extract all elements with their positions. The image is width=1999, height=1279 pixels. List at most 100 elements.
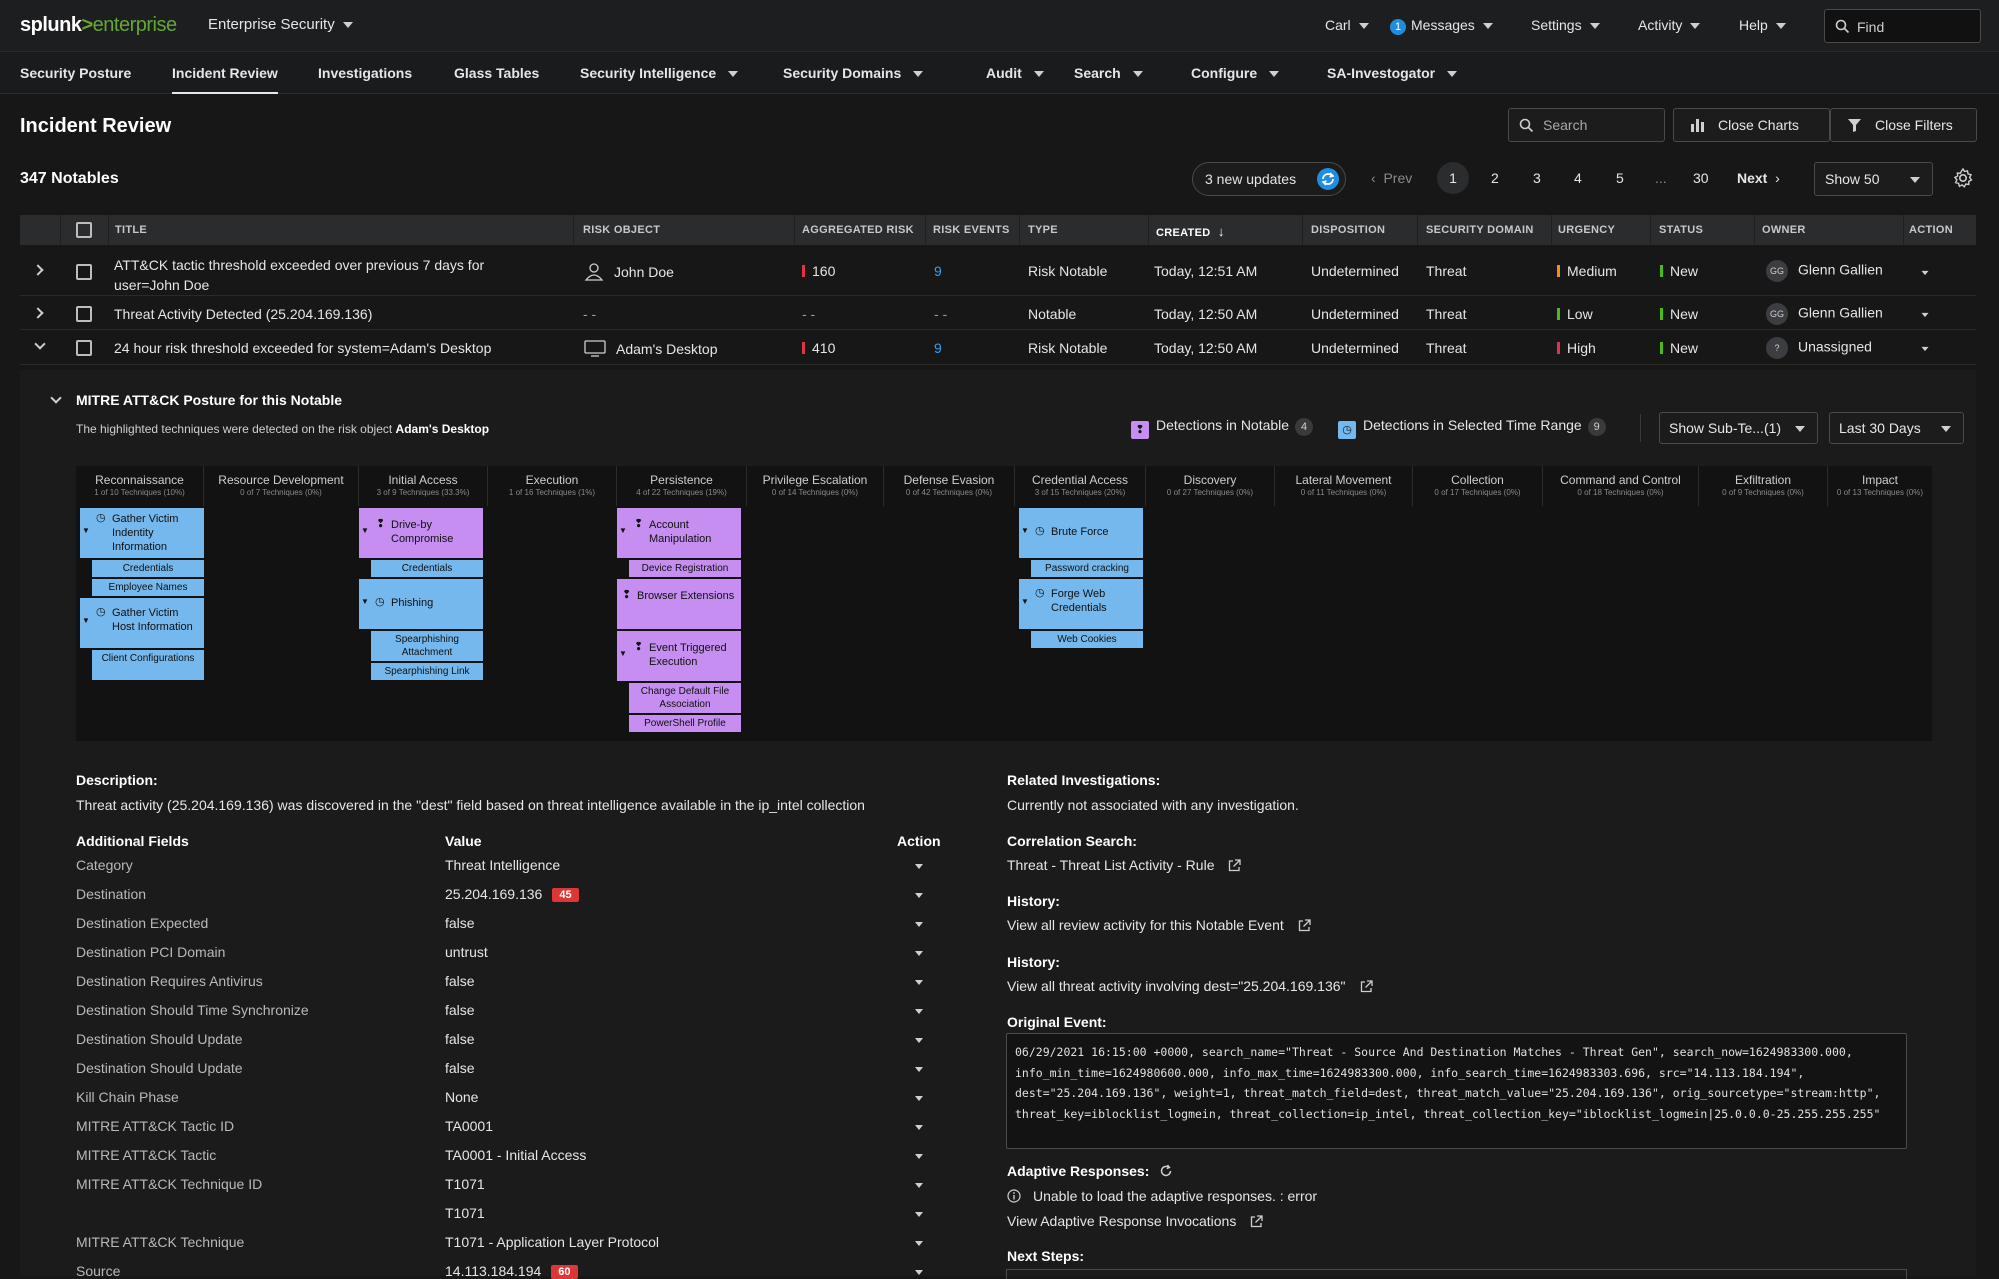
sub-technique[interactable]: PowerShell Profile bbox=[629, 715, 741, 732]
expand-toggle[interactable]: ▼ bbox=[1019, 579, 1031, 629]
row-action-dropdown[interactable] bbox=[1921, 270, 1929, 276]
tactic-persistence[interactable]: Persistence 4 of 22 Techniques (19%) bbox=[617, 466, 747, 506]
col-risk-object[interactable]: RISK OBJECT bbox=[583, 224, 661, 236]
field-action-dropdown[interactable] bbox=[915, 1183, 923, 1188]
col-created[interactable]: CREATED ↓ bbox=[1156, 224, 1225, 239]
find-input[interactable]: Find bbox=[1824, 9, 1981, 43]
row-title[interactable]: Threat Activity Detected (25.204.169.136… bbox=[114, 306, 373, 322]
nav-configure[interactable]: Configure bbox=[1191, 65, 1280, 81]
nav-security-intelligence[interactable]: Security Intelligence bbox=[580, 65, 739, 81]
app-selector[interactable]: Enterprise Security bbox=[208, 16, 353, 33]
tactic-initial-access[interactable]: Initial Access 3 of 9 Techniques (33.3%) bbox=[359, 466, 488, 506]
col-security-domain[interactable]: SECURITY DOMAIN bbox=[1426, 224, 1534, 236]
refresh-icon[interactable] bbox=[1159, 1164, 1173, 1178]
technique-event-triggered-execution[interactable]: ❢ Event Triggered Execution bbox=[629, 631, 741, 681]
field-action-dropdown[interactable] bbox=[915, 1212, 923, 1217]
col-owner[interactable]: OWNER bbox=[1762, 224, 1806, 236]
table-row[interactable]: Threat Activity Detected (25.204.169.136… bbox=[20, 297, 1976, 330]
chevron-right-icon[interactable] bbox=[32, 264, 44, 276]
sub-technique[interactable]: Spearphishing Link bbox=[371, 663, 483, 680]
field-action-dropdown[interactable] bbox=[915, 922, 923, 927]
sub-technique[interactable]: Device Registration bbox=[629, 560, 741, 577]
field-action-dropdown[interactable] bbox=[915, 1154, 923, 1159]
risk-object[interactable]: Adam's Desktop bbox=[584, 340, 718, 357]
pagination-page-30[interactable]: 30 bbox=[1693, 170, 1709, 186]
field-action-dropdown[interactable] bbox=[915, 893, 923, 898]
expand-toggle[interactable]: ▼ bbox=[1019, 508, 1031, 558]
field-action-dropdown[interactable] bbox=[915, 1067, 923, 1072]
new-updates-button[interactable]: 3 new updates bbox=[1192, 162, 1346, 196]
nav-audit[interactable]: Audit bbox=[986, 65, 1044, 81]
row-title[interactable]: 24 hour risk threshold exceeded for syst… bbox=[114, 340, 492, 356]
help-menu[interactable]: Help bbox=[1739, 17, 1786, 33]
sub-technique[interactable]: Credentials bbox=[92, 560, 204, 577]
row-action-dropdown[interactable] bbox=[1921, 312, 1929, 318]
technique-forge-web-credentials[interactable]: ◷ Forge Web Credentials bbox=[1031, 579, 1143, 629]
row-title[interactable]: ATT&CK tactic threshold exceeded over pr… bbox=[114, 257, 485, 293]
tactic-credential-access[interactable]: Credential Access 3 of 15 Techniques (20%… bbox=[1015, 466, 1146, 506]
activity-menu[interactable]: Activity bbox=[1638, 17, 1701, 33]
sub-techniques-dropdown[interactable]: Show Sub-Te...(1) bbox=[1659, 412, 1818, 444]
technique-gather-victim-host[interactable]: ◷ Gather Victim Host Information bbox=[92, 598, 204, 648]
pagination-page-1[interactable]: 1 bbox=[1437, 162, 1469, 194]
col-disposition[interactable]: DISPOSITION bbox=[1311, 224, 1386, 236]
col-type[interactable]: TYPE bbox=[1028, 224, 1058, 236]
technique-brute-force[interactable]: ◷ Brute Force bbox=[1031, 508, 1143, 558]
tactic-collection[interactable]: Collection 0 of 17 Techniques (0%) bbox=[1413, 466, 1543, 506]
pagination-page-4[interactable]: 4 bbox=[1574, 170, 1582, 186]
row-checkbox[interactable] bbox=[76, 264, 92, 280]
nav-sa-investigator[interactable]: SA-Investogator bbox=[1327, 65, 1458, 81]
technique-browser-extensions[interactable]: ❢ Browser Extensions bbox=[617, 579, 741, 629]
gear-icon[interactable] bbox=[1952, 167, 1974, 189]
history-review-link[interactable]: View all review activity for this Notabl… bbox=[1007, 917, 1311, 933]
pagination-prev[interactable]: ‹ Prev bbox=[1371, 170, 1412, 186]
splunk-logo[interactable]: splunk>enterprise bbox=[20, 14, 177, 36]
nav-glass-tables[interactable]: Glass Tables bbox=[454, 65, 540, 81]
close-charts-button[interactable]: Close Charts bbox=[1673, 108, 1830, 142]
page-size-select[interactable]: Show 50 bbox=[1814, 162, 1933, 196]
tactic-impact[interactable]: Impact 0 of 13 Techniques (0%) bbox=[1828, 466, 1932, 506]
pagination-page-5[interactable]: 5 bbox=[1616, 170, 1624, 186]
nav-incident-review[interactable]: Incident Review bbox=[172, 65, 278, 94]
close-filters-button[interactable]: Close Filters bbox=[1830, 108, 1977, 142]
sub-technique[interactable]: Employee Names bbox=[92, 579, 204, 596]
tactic-resource-development[interactable]: Resource Development 0 of 7 Techniques (0… bbox=[204, 466, 359, 506]
adaptive-response-link[interactable]: View Adaptive Response Invocations bbox=[1007, 1213, 1263, 1229]
expand-toggle[interactable]: ▼ bbox=[80, 508, 92, 558]
history-threat-link[interactable]: View all threat activity involving dest=… bbox=[1007, 978, 1373, 994]
user-menu[interactable]: Carl bbox=[1325, 17, 1369, 33]
tactic-reconnaissance[interactable]: Reconnaissance 1 of 10 Techniques (10%) bbox=[76, 466, 204, 506]
nav-investigations[interactable]: Investigations bbox=[318, 65, 413, 81]
col-status[interactable]: STATUS bbox=[1659, 224, 1704, 236]
row-checkbox[interactable] bbox=[76, 306, 92, 322]
tactic-exfiltration[interactable]: Exfiltration 0 of 9 Techniques (0%) bbox=[1699, 466, 1828, 506]
tactic-command-and-control[interactable]: Command and Control 0 of 18 Techniques (0… bbox=[1543, 466, 1699, 506]
sub-technique[interactable]: Client Configurations bbox=[92, 650, 204, 680]
expand-toggle[interactable]: ▼ bbox=[617, 508, 629, 558]
correlation-search-link[interactable]: Threat - Threat List Activity - Rule bbox=[1007, 857, 1242, 873]
col-urgency[interactable]: URGENCY bbox=[1558, 224, 1616, 236]
risk-object[interactable]: John Doe bbox=[584, 263, 674, 281]
sub-technique[interactable]: Credentials bbox=[371, 560, 483, 577]
field-action-dropdown[interactable] bbox=[915, 1009, 923, 1014]
pagination-next[interactable]: Next › bbox=[1737, 170, 1780, 186]
row-action-dropdown[interactable] bbox=[1921, 346, 1929, 352]
technique-drive-by-compromise[interactable]: ❢ Drive-by Compromise bbox=[371, 508, 483, 558]
field-action-dropdown[interactable] bbox=[915, 951, 923, 956]
field-action-dropdown[interactable] bbox=[915, 864, 923, 869]
chevron-right-icon[interactable] bbox=[32, 307, 44, 319]
field-action-dropdown[interactable] bbox=[915, 1096, 923, 1101]
table-row[interactable]: 24 hour risk threshold exceeded for syst… bbox=[20, 331, 1976, 365]
nav-security-posture[interactable]: Security Posture bbox=[20, 65, 132, 81]
table-row[interactable]: ATT&CK tactic threshold exceeded over pr… bbox=[20, 246, 1976, 296]
sub-technique[interactable]: Spearphishing Attachment bbox=[371, 631, 483, 661]
col-action[interactable]: ACTION bbox=[1909, 224, 1953, 236]
chevron-down-icon[interactable] bbox=[50, 392, 62, 404]
tactic-discovery[interactable]: Discovery 0 of 27 Techniques (0%) bbox=[1146, 466, 1275, 506]
time-range-dropdown[interactable]: Last 30 Days bbox=[1829, 412, 1964, 444]
field-action-dropdown[interactable] bbox=[915, 1125, 923, 1130]
field-action-dropdown[interactable] bbox=[915, 1241, 923, 1246]
col-title[interactable]: TITLE bbox=[115, 224, 148, 236]
sub-technique[interactable]: Password cracking bbox=[1031, 560, 1143, 577]
tactic-privilege-escalation[interactable]: Privilege Escalation 0 of 14 Techniques (… bbox=[747, 466, 884, 506]
